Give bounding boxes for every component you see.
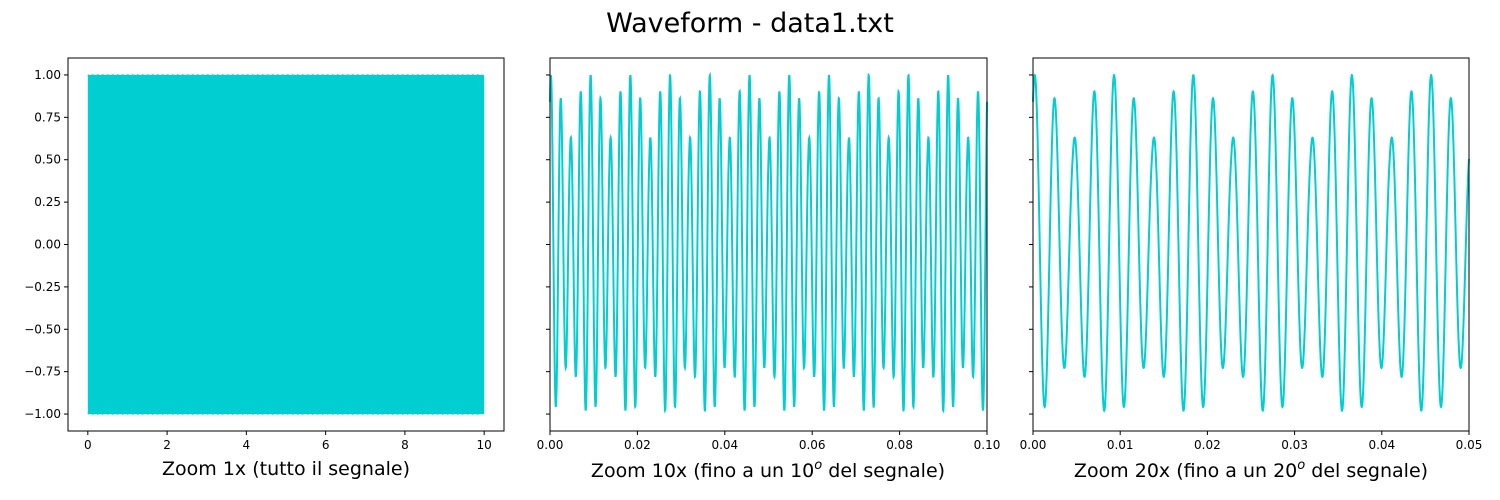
x-ticks-2: 0.00 0.02 0.04 0.06 0.08 0.10 xyxy=(537,431,1001,452)
signal-edge xyxy=(87,411,484,415)
x-axis-label-2-tail: del segnale) xyxy=(822,460,945,482)
y-tick-label: −0.50 xyxy=(24,322,61,336)
x-tick-label: 0.01 xyxy=(1107,438,1134,452)
x-tick-label: 0.04 xyxy=(1368,438,1395,452)
x-tick-label: 0.00 xyxy=(1020,438,1047,452)
plot-line-1 xyxy=(87,74,485,415)
signal-edge xyxy=(87,74,484,78)
x-axis-label-2-sup: o xyxy=(814,458,822,473)
x-axis-label-2: Zoom 10x (fino a un 10o del segnale) xyxy=(591,458,945,482)
y-tick-label: 0.00 xyxy=(34,238,61,252)
subplot-2: 0.00 0.02 0.04 0.06 0.08 0.10 Zoom 10x (fino … xyxy=(537,57,1001,482)
x-tick-label: 0.03 xyxy=(1281,438,1308,452)
x-tick-label: 8 xyxy=(401,438,409,452)
x-axis-label-3-tail: del segnale) xyxy=(1305,460,1428,482)
y-tick-label: −0.25 xyxy=(24,280,61,294)
signal-line xyxy=(87,74,485,415)
x-axis-label-1: Zoom 1x (tutto il segnale) xyxy=(162,458,410,480)
y-tick-label: 0.50 xyxy=(34,153,61,167)
x-tick-label: 10 xyxy=(477,438,492,452)
x-tick-label: 0.06 xyxy=(799,438,826,452)
x-tick-label: 6 xyxy=(322,438,330,452)
subplot-1: 0 2 4 6 8 10 1.00 0.75 0.50 0.25 0.00 −0.25 −0.50 −0… xyxy=(24,57,505,480)
plot-line-3 xyxy=(1032,73,1470,413)
x-tick-label: 2 xyxy=(163,438,171,452)
x-axis-label-2-main: Zoom 10x (fino a un 10 xyxy=(591,460,814,482)
x-axis-label-3-sup: o xyxy=(1297,458,1305,473)
x-tick-label: 0 xyxy=(84,438,92,452)
y-ticks-2 xyxy=(546,74,550,415)
x-tick-label: 0.02 xyxy=(1194,438,1221,452)
signal-line xyxy=(549,71,988,414)
x-axis-label-3-main: Zoom 20x (fino a un 20 xyxy=(1074,460,1297,482)
x-tick-label: 0.08 xyxy=(886,438,913,452)
x-tick-label: 0.04 xyxy=(711,438,738,452)
x-tick-label: 0.02 xyxy=(624,438,651,452)
subplot-3: 0.00 0.01 0.02 0.03 0.04 0.05 Zoom 20x (fino … xyxy=(1020,57,1483,482)
y-ticks-3 xyxy=(1029,74,1033,415)
y-ticks-1: 1.00 0.75 0.50 0.25 0.00 −0.25 −0.50 −0.75 −1.00 xyxy=(24,68,68,421)
x-tick-label: 4 xyxy=(243,438,251,452)
figure-title: Waveform - data1.txt xyxy=(606,8,894,39)
x-axis-label-3: Zoom 20x (fino a un 20o del segnale) xyxy=(1074,458,1428,482)
signal-line xyxy=(1032,73,1470,413)
x-ticks-3: 0.00 0.01 0.02 0.03 0.04 0.05 xyxy=(1020,431,1483,452)
x-ticks-1: 0 2 4 6 8 10 xyxy=(84,431,492,452)
x-tick-label: 0.00 xyxy=(537,438,564,452)
y-tick-label: 0.25 xyxy=(34,195,61,209)
y-tick-label: 0.75 xyxy=(34,110,61,124)
plot-line-2 xyxy=(549,71,988,414)
y-tick-label: 1.00 xyxy=(34,68,61,82)
y-tick-label: −1.00 xyxy=(24,407,61,421)
x-axis-label-1-main: Zoom 1x (tutto il segnale) xyxy=(162,458,410,480)
x-tick-label: 0.05 xyxy=(1456,438,1483,452)
x-tick-label: 0.10 xyxy=(974,438,1001,452)
y-tick-label: −0.75 xyxy=(24,365,61,379)
